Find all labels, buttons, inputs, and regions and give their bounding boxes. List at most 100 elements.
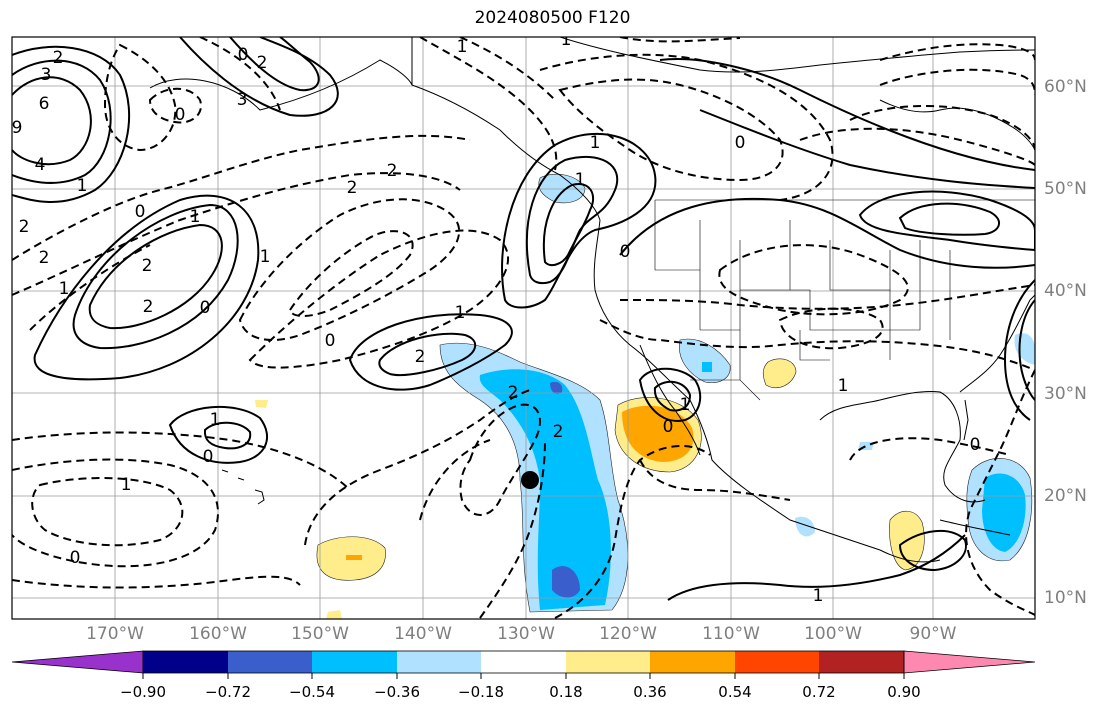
contour-label: 2 — [508, 383, 519, 403]
lon-label: 160°W — [189, 624, 247, 644]
contour-label: 2 — [415, 347, 426, 367]
contour-label: 0 — [970, 435, 981, 455]
shade-darkblue-south — [552, 566, 580, 598]
map-title: 2024080500 F120 — [474, 8, 631, 28]
colorbar-tick-label: 0.36 — [633, 683, 667, 701]
contour-label: 0 — [663, 417, 674, 437]
colorbar-segment — [650, 651, 735, 673]
shade-lightblue-small — [795, 516, 815, 537]
coastlines — [149, 37, 1035, 563]
contour-label: 1 — [590, 133, 601, 153]
lon-label: 120°W — [599, 624, 657, 644]
shade-darkblue-north — [550, 381, 563, 394]
colorbar — [11, 650, 1036, 679]
contour-label: 1 — [455, 303, 466, 323]
contour-label: 0 — [238, 45, 249, 65]
dashed-contours — [12, 37, 1035, 619]
contour-label: 0 — [70, 548, 81, 568]
shade-lightblue-east — [1014, 333, 1035, 365]
shade-lightblue-bc — [538, 173, 586, 204]
contour-label: 2 — [257, 53, 268, 73]
shade-orange-baja — [622, 405, 694, 462]
lon-label: 100°W — [804, 624, 862, 644]
shade-lightblue-az — [679, 338, 731, 383]
contour-label: 0 — [203, 447, 214, 467]
shade-yellow-tx — [762, 358, 797, 389]
contour-label: 1 — [210, 410, 221, 430]
lon-label: 150°W — [291, 624, 349, 644]
shade-blue-central — [479, 369, 611, 610]
contour-label: 1 — [813, 586, 824, 606]
map-frame — [11, 36, 1036, 620]
coastline-cuba — [939, 519, 1011, 536]
contour-label: 2 — [19, 217, 30, 237]
contour-label: 0 — [175, 105, 186, 125]
contour-labels: 2 3 6 4 9 1 0 2 2 2 1 2 0 1 1 0 1 2 2 1 … — [12, 30, 981, 606]
colorbar-segment — [735, 651, 819, 673]
contour-label: 1 — [680, 395, 691, 415]
colorbar-segment — [143, 651, 228, 673]
contour-label: 6 — [39, 94, 50, 114]
contour-label: 1 — [59, 279, 70, 299]
contour-label: 3 — [237, 90, 248, 110]
hawaii-islands — [221, 469, 265, 505]
colorbar-segment — [566, 651, 650, 673]
colorbar-tick-label: 0.18 — [549, 683, 583, 701]
contour-label: 1 — [77, 176, 88, 196]
colorbar-extend-high — [903, 650, 1036, 674]
colorbar-segment — [228, 651, 312, 673]
contour-label: 2 — [39, 248, 50, 268]
colorbar-tick-label: 0.72 — [802, 683, 836, 701]
contour-label: 0 — [620, 242, 631, 262]
colorbar-segment — [312, 651, 397, 673]
colorbar-tick-label: −0.54 — [289, 683, 335, 701]
shaded-anomalies — [255, 173, 1035, 619]
lat-label: 40°N — [1044, 281, 1087, 301]
contour-label: 1 — [575, 170, 586, 190]
colorbar-segment — [481, 651, 566, 673]
colorbar-tick-label: −0.90 — [120, 683, 166, 701]
lon-label: 90°W — [909, 624, 957, 644]
colorbar-tick-label: −0.36 — [374, 683, 420, 701]
map-area: 2 3 6 4 9 1 0 2 2 2 1 2 0 1 1 0 1 2 2 1 … — [12, 30, 1035, 619]
lon-label: 110°W — [702, 624, 760, 644]
coastline-east — [959, 294, 1035, 393]
lon-label: 130°W — [497, 624, 555, 644]
shade-blue-az — [702, 362, 712, 372]
colorbar-tick-label: 0.54 — [718, 683, 752, 701]
colorbar-segment — [819, 651, 904, 673]
lon-label: 170°W — [86, 624, 144, 644]
contour-label: 0 — [200, 298, 211, 318]
lat-label: 20°N — [1044, 486, 1087, 506]
contour-label: 2 — [143, 297, 154, 317]
lat-label: 60°N — [1044, 77, 1087, 97]
contour-label: 1 — [838, 376, 849, 396]
colorbar-tick-label: −0.18 — [458, 683, 504, 701]
contour-label: 4 — [35, 155, 46, 175]
contour-label: 1 — [190, 207, 201, 227]
contour-label: 0 — [735, 133, 746, 153]
coastline-gulf — [819, 391, 986, 503]
shade-blue-carib — [982, 473, 1026, 552]
contour-label: 2 — [347, 178, 358, 198]
colorbar-tick-label: 0.90 — [887, 683, 921, 701]
contour-label: 1 — [457, 37, 468, 57]
colorbar-segment — [397, 651, 481, 673]
shade-yellow-small2 — [326, 610, 342, 619]
lat-label: 50°N — [1044, 179, 1087, 199]
colorbar-tick-label: −0.72 — [205, 683, 251, 701]
lat-label: 30°N — [1044, 384, 1087, 404]
coastline-florida — [963, 399, 969, 441]
contour-label: 1 — [121, 475, 132, 495]
coastline-alaska — [149, 59, 601, 221]
coastline-canada-north — [411, 37, 1035, 85]
colorbar-extend-low — [11, 650, 144, 674]
contour-label: 0 — [135, 202, 146, 222]
colorbar-outline — [142, 650, 905, 674]
shade-orange-pacific — [346, 555, 362, 560]
contour-label: 2 — [142, 256, 153, 276]
contour-label: 9 — [12, 118, 23, 138]
contour-label: 1 — [561, 30, 572, 50]
coastline-westcoast — [593, 219, 941, 563]
